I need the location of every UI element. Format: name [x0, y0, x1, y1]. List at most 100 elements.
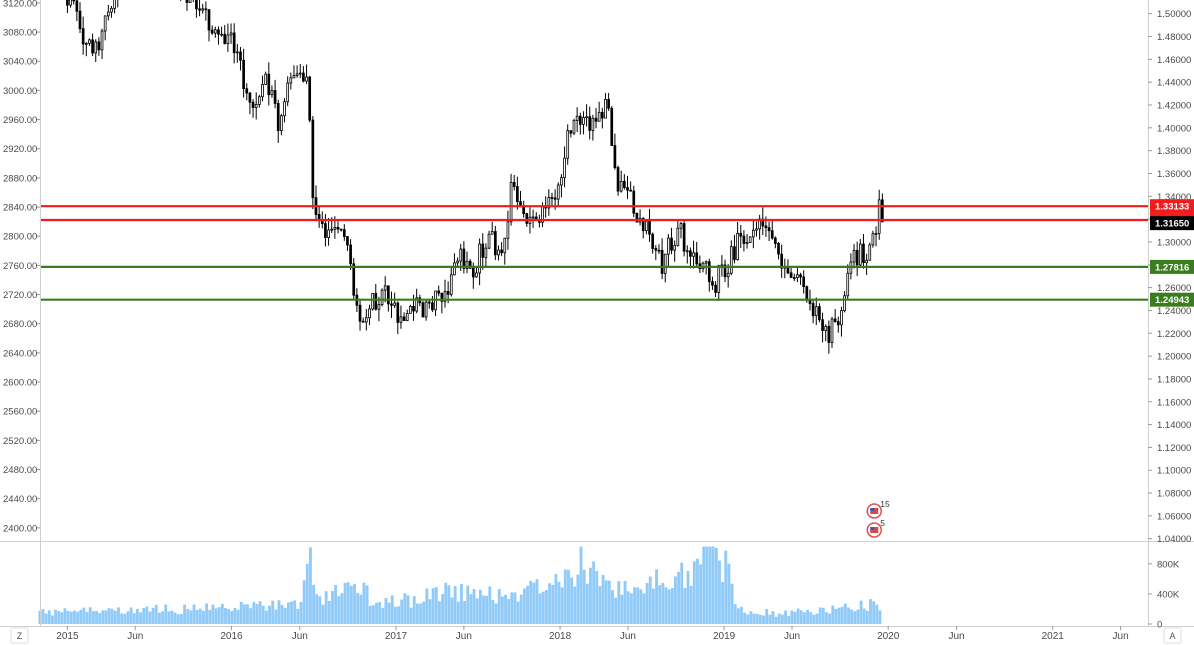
volume-tick-label: 800K: [1157, 559, 1180, 570]
volume-bar: [843, 603, 847, 624]
candle-body-up: [484, 247, 488, 258]
candle-body-up: [292, 75, 296, 79]
candle-body-up: [597, 111, 601, 122]
volume-bar: [450, 597, 454, 624]
volume-bar: [305, 563, 309, 624]
volume-bar: [686, 570, 690, 624]
volume-bar: [233, 608, 237, 624]
left-tick-label: 2880.00: [3, 173, 37, 184]
volume-bar: [633, 587, 636, 624]
candlestick: [509, 173, 513, 226]
zoom-reset-button[interactable]: Z: [10, 627, 29, 644]
candlestick: [645, 220, 648, 235]
candlestick: [368, 304, 371, 326]
candlestick: [204, 1, 208, 21]
event-marker[interactable]: 15: [866, 499, 890, 519]
volume-bar: [400, 599, 404, 624]
last-price-text: 1.31650: [1155, 219, 1189, 230]
volume-bar: [176, 614, 180, 624]
candle-body-down: [811, 303, 815, 317]
candle-body-down: [396, 302, 400, 323]
volume-bar: [299, 601, 303, 624]
candle-body-up: [874, 233, 878, 235]
right-tick-label: 1.44000: [1157, 78, 1191, 89]
candlestick: [692, 240, 695, 269]
right-tick-label: 1.06000: [1157, 511, 1191, 522]
volume-bar: [677, 571, 681, 624]
x-tick-label: 2015: [56, 631, 79, 642]
candlestick: [818, 303, 821, 323]
volume-bar: [331, 590, 334, 624]
horizontal-levels[interactable]: [40, 205, 1148, 301]
volume-bar: [529, 580, 533, 624]
auto-scale-button[interactable]: A: [1163, 627, 1182, 644]
volume-bar: [261, 605, 265, 624]
candle-body-up: [229, 32, 233, 36]
x-tick-label: Jun: [948, 631, 964, 642]
volume-bar: [264, 610, 268, 624]
volume-bar: [812, 614, 816, 624]
auto-scale-label: A: [1169, 631, 1175, 641]
candle-body-down: [462, 248, 466, 269]
candle-body-up: [667, 237, 670, 255]
volume-bar: [721, 581, 725, 624]
candlestick: [516, 176, 519, 210]
event-marker[interactable]: 5: [866, 518, 885, 538]
candle-body-down: [468, 260, 472, 269]
volume-bar: [595, 571, 599, 624]
volume-bar: [205, 603, 209, 624]
volume-bar: [139, 612, 142, 624]
volume-bar: [696, 558, 699, 624]
candle-body-up: [283, 101, 286, 117]
candlestick: [220, 26, 223, 37]
candle-body-down: [352, 263, 356, 296]
candle-body-up: [585, 116, 588, 119]
volume-bar: [164, 604, 168, 624]
volume-bar: [217, 607, 221, 624]
candle-body-up: [103, 15, 107, 32]
candlestick: [660, 238, 664, 280]
volume-bar: [142, 608, 146, 624]
volume-bar: [362, 582, 366, 624]
volume-bar: [526, 585, 529, 624]
volume-bar: [674, 576, 677, 624]
candle-body-down: [317, 214, 321, 220]
candle-body-up: [619, 180, 623, 192]
right-tick-label: 1.16000: [1157, 397, 1191, 408]
economic-events[interactable]: 15 5: [866, 499, 890, 538]
candle-body-up: [364, 317, 368, 323]
candle-body-down: [217, 29, 220, 35]
volume-bar: [617, 581, 621, 624]
volume-bar: [620, 594, 624, 624]
volume-bar: [749, 611, 753, 624]
right-price-axis[interactable]: 1.50000 1.48000 1.46000 1.44000 1.42000 1.400…: [1148, 9, 1191, 545]
candle-body-up: [560, 177, 563, 186]
volume-bar: [642, 593, 646, 624]
time-axis[interactable]: 2015 Jun 2016 Jun 2017 Jun 2018 Jun 2019 Jun 2020 J…: [56, 626, 1129, 642]
candle-body-down: [739, 232, 743, 237]
candle-body-down: [780, 253, 784, 269]
candle-body-up: [280, 115, 283, 132]
candlestick: [72, 0, 76, 5]
left-tick-label: 2800.00: [3, 232, 37, 243]
candle-body-down: [635, 212, 639, 223]
volume-bar: [762, 615, 765, 624]
volume-bar: [132, 613, 136, 624]
candle-body-down: [689, 250, 692, 257]
candle-body-up: [415, 297, 419, 312]
candle-body-up: [604, 98, 607, 119]
last-price-bg: [1150, 216, 1194, 231]
volume-bar: [752, 613, 756, 624]
candlestick: [506, 210, 510, 250]
left-price-axis[interactable]: 3120.00 3080.00 3040.00 3000.00 2960.00 2920.…: [3, 0, 40, 534]
volume-bar: [482, 595, 485, 624]
candlestick: [264, 71, 267, 86]
candlestick: [802, 270, 806, 294]
candle-body-up: [645, 220, 648, 232]
candle-body-up: [575, 115, 579, 121]
candlestick: [478, 238, 481, 286]
candlestick: [547, 189, 551, 216]
candle-body-up: [258, 96, 261, 105]
volume-bar: [670, 587, 674, 624]
